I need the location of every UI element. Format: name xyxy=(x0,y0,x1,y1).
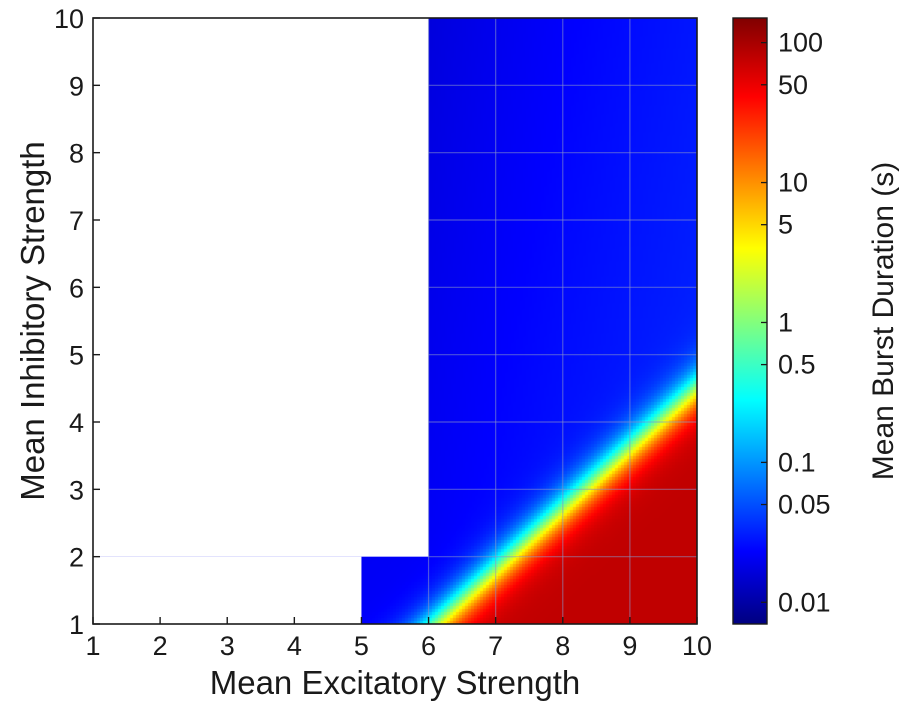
y-tick-label: 3 xyxy=(69,475,84,505)
y-tick-label: 1 xyxy=(69,610,84,640)
no-data-region-1 xyxy=(93,18,429,557)
x-axis-label: Mean Excitatory Strength xyxy=(210,664,581,701)
colorbar-tick-label: 10 xyxy=(778,168,808,198)
colorbar-tick-label: 0.1 xyxy=(778,447,816,477)
x-tick-label: 4 xyxy=(287,631,302,661)
x-tick-label: 9 xyxy=(622,631,637,661)
colorbar-tick-label: 1 xyxy=(778,307,793,337)
x-tick-label: 7 xyxy=(488,631,503,661)
y-tick-label: 2 xyxy=(69,543,84,573)
y-tick-label: 6 xyxy=(69,273,84,303)
colorbar-tick-label: 5 xyxy=(778,210,793,240)
colorbar-label: Mean Burst Duration (s) xyxy=(867,162,900,480)
y-tick-label: 7 xyxy=(69,206,84,236)
x-tick-label: 3 xyxy=(220,631,235,661)
no-data-region-2 xyxy=(93,556,362,624)
x-tick-label: 1 xyxy=(85,631,100,661)
colorbar-tick-label: 0.01 xyxy=(778,587,831,617)
y-axis-label: Mean Inhibitory Strength xyxy=(14,141,51,501)
colorbar-gradient xyxy=(732,17,768,625)
plot-frame xyxy=(92,17,698,625)
colorbar-tick-label: 0.05 xyxy=(778,490,831,520)
x-tick-label: 8 xyxy=(555,631,570,661)
y-tick-label: 10 xyxy=(54,4,84,34)
colorbar-tick-label: 50 xyxy=(778,70,808,100)
x-tick-label: 2 xyxy=(153,631,168,661)
colorbar-tick-label: 100 xyxy=(778,28,823,58)
y-tick-label: 5 xyxy=(69,341,84,371)
y-tick-label: 4 xyxy=(69,408,84,438)
x-tick-label: 10 xyxy=(682,631,712,661)
y-tick-label: 9 xyxy=(69,71,84,101)
x-tick-label: 6 xyxy=(421,631,436,661)
x-tick-label: 5 xyxy=(354,631,369,661)
colorbar-tick-label: 0.5 xyxy=(778,350,816,380)
y-tick-label: 8 xyxy=(69,139,84,169)
